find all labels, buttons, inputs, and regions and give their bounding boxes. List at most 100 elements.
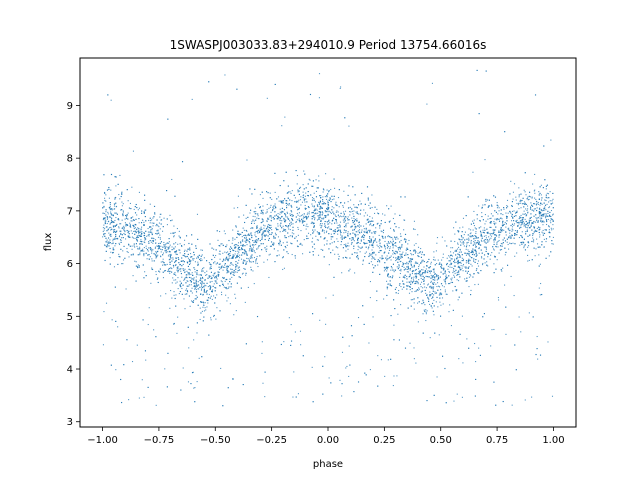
scatter-point	[305, 225, 307, 227]
scatter-point	[467, 267, 469, 269]
scatter-point	[171, 246, 173, 248]
scatter-point	[470, 239, 472, 242]
scatter-point	[219, 245, 221, 247]
scatter-point	[158, 246, 160, 248]
scatter-point	[527, 260, 529, 262]
scatter-point	[525, 214, 528, 216]
scatter-point	[216, 278, 218, 280]
scatter-point	[110, 219, 113, 221]
scatter-point	[415, 272, 418, 274]
scatter-point	[497, 296, 499, 299]
scatter-point	[214, 297, 216, 299]
scatter-point	[457, 299, 459, 301]
scatter-point	[413, 308, 415, 310]
scatter-point	[379, 242, 381, 244]
scatter-point	[203, 282, 205, 284]
scatter-point	[330, 233, 332, 235]
scatter-point	[324, 356, 326, 358]
scatter-point	[369, 252, 371, 255]
scatter-point	[537, 220, 539, 222]
scatter-point	[154, 247, 156, 249]
scatter-point	[327, 227, 329, 229]
scatter-point	[139, 246, 141, 248]
scatter-point	[275, 206, 277, 208]
scatter-point	[151, 240, 153, 242]
scatter-point	[427, 261, 429, 263]
scatter-point	[215, 254, 217, 257]
scatter-point	[211, 289, 214, 291]
scatter-point	[502, 267, 504, 269]
scatter-point	[215, 318, 217, 320]
scatter-point	[477, 283, 479, 285]
scatter-point	[527, 227, 529, 229]
scatter-point	[433, 282, 435, 284]
scatter-point	[337, 227, 339, 229]
scatter-point	[156, 245, 158, 247]
scatter-point	[419, 272, 421, 274]
scatter-point	[500, 248, 503, 251]
scatter-point	[469, 273, 471, 276]
scatter-point	[536, 238, 538, 240]
scatter-point	[169, 270, 171, 272]
scatter-point	[516, 219, 518, 221]
scatter-point	[291, 215, 293, 217]
scatter-point	[102, 227, 104, 229]
scatter-point	[475, 244, 477, 246]
scatter-point	[426, 103, 428, 105]
scatter-point	[405, 249, 407, 251]
scatter-point	[481, 215, 483, 218]
scatter-point	[264, 235, 266, 238]
scatter-point	[197, 264, 199, 266]
scatter-point	[150, 229, 152, 231]
scatter-point	[430, 263, 432, 265]
scatter-point	[196, 272, 198, 274]
scatter-point	[184, 268, 186, 270]
scatter-point	[462, 226, 464, 228]
scatter-point	[257, 232, 259, 234]
scatter-point	[111, 217, 113, 219]
scatter-point	[295, 236, 297, 238]
scatter-point	[294, 257, 296, 259]
scatter-point	[291, 200, 293, 202]
scatter-point	[261, 221, 263, 223]
scatter-point	[242, 240, 244, 242]
scatter-point	[259, 231, 261, 233]
scatter-point	[532, 222, 535, 224]
scatter-point	[490, 221, 492, 223]
scatter-point	[327, 200, 329, 202]
scatter-point	[526, 223, 528, 225]
scatter-point	[296, 183, 298, 185]
scatter-point	[376, 208, 378, 210]
scatter-point	[162, 271, 164, 273]
scatter-point	[404, 238, 406, 240]
scatter-point	[204, 272, 206, 274]
scatter-point	[183, 250, 185, 252]
scatter-point	[203, 304, 205, 306]
scatter-point	[422, 269, 424, 271]
scatter-point	[147, 231, 149, 233]
scatter-point	[120, 230, 122, 232]
scatter-point	[506, 238, 508, 240]
scatter-point	[268, 207, 270, 209]
scatter-point	[161, 219, 163, 221]
scatter-point	[118, 227, 120, 229]
scatter-point	[128, 256, 130, 258]
scatter-point	[294, 331, 296, 333]
scatter-point	[211, 276, 213, 279]
scatter-point	[325, 297, 327, 299]
scatter-point	[143, 250, 145, 252]
scatter-point	[292, 223, 294, 225]
scatter-point	[490, 222, 492, 224]
scatter-point	[297, 201, 299, 203]
scatter-point	[422, 313, 424, 315]
scatter-point	[358, 222, 360, 224]
scatter-point	[168, 242, 170, 244]
scatter-point	[254, 241, 256, 243]
scatter-point	[134, 227, 136, 229]
scatter-point	[545, 194, 547, 196]
scatter-point	[175, 274, 177, 276]
scatter-point	[489, 218, 491, 220]
scatter-point	[534, 221, 536, 223]
scatter-point	[271, 217, 273, 219]
scatter-point	[148, 254, 150, 256]
